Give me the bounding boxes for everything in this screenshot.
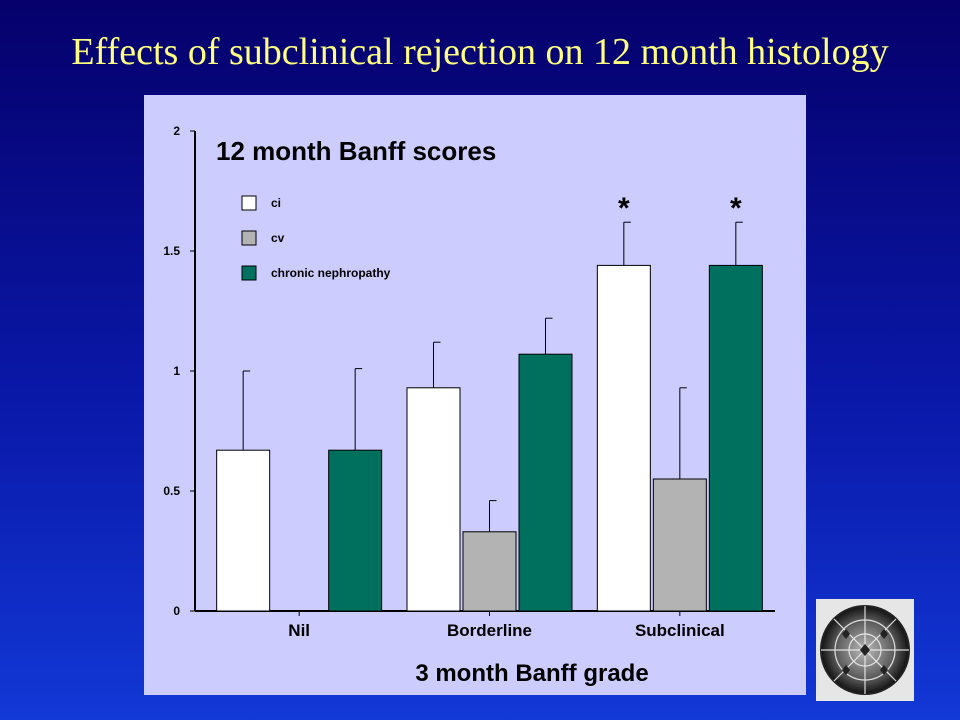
y-tick-label: 0.5	[163, 484, 180, 498]
bar-cv-subclinical	[652, 478, 707, 612]
bar-chart: 0 0.5 1 1.5 2 Nil Borderline Subclinical * * 12 mo…	[163, 124, 775, 687]
escher-circle-logo	[816, 599, 914, 701]
bar-ci-nil	[216, 449, 271, 612]
bar-ci-borderline	[406, 387, 461, 612]
x-tick-label-borderline: Borderline	[447, 621, 532, 640]
bar-chronic-nephropathy-nil	[328, 449, 383, 612]
x-tick-label-nil: Nil	[288, 621, 310, 640]
slide-title: Effects of subclinical rejection on 12 m…	[71, 31, 889, 73]
bar-ci-subclinical	[596, 264, 651, 612]
legend-label-chronic-nephropathy: chronic nephropathy	[271, 266, 391, 280]
bar-chronic-nephropathy-borderline	[518, 353, 573, 612]
legend-label-ci: ci	[271, 196, 281, 210]
bar-cv-borderline	[462, 531, 517, 612]
significance-marker: *	[618, 192, 630, 225]
legend-swatch-chronic-nephropathy	[241, 265, 257, 281]
chart-panel: 0 0.5 1 1.5 2 Nil Borderline Subclinical * * 12 mo…	[144, 95, 806, 695]
significance-marker: *	[730, 192, 742, 225]
y-tick-label: 1.5	[163, 244, 180, 258]
legend-swatch-ci	[241, 195, 257, 211]
legend-label-cv: cv	[271, 231, 285, 245]
y-tick-label: 0	[173, 604, 180, 618]
y-tick-label: 2	[173, 124, 180, 138]
x-tick-label-subclinical: Subclinical	[635, 621, 725, 640]
y-tick-label: 1	[173, 364, 180, 378]
x-axis-title: 3 month Banff grade	[415, 660, 648, 687]
bar-chronic-nephropathy-subclinical	[708, 264, 763, 612]
legend-swatch-cv	[241, 230, 257, 246]
chart-title: 12 month Banff scores	[216, 136, 496, 166]
